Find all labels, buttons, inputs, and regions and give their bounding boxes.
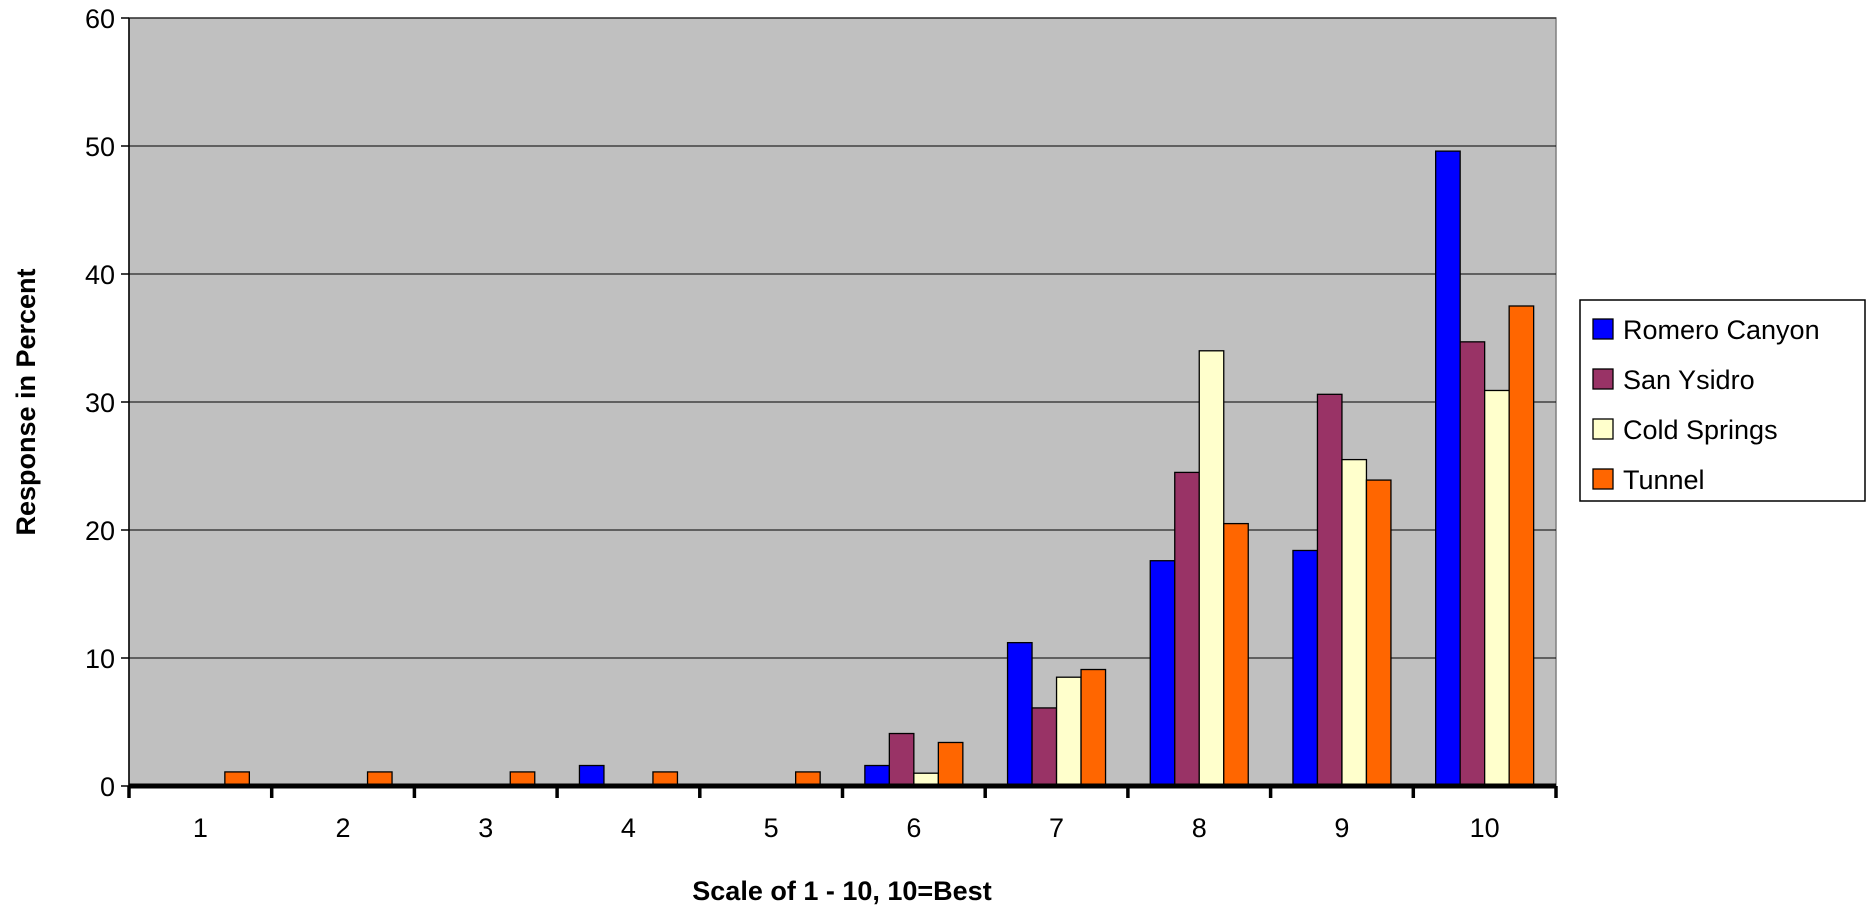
bar-tunnel <box>1508 305 1535 787</box>
x-tick-label: 5 <box>764 813 779 843</box>
bar-romero-canyon <box>1006 641 1033 787</box>
bar-san-ysidro <box>888 732 915 787</box>
legend-swatch <box>1592 368 1614 390</box>
bar-romero-canyon <box>1149 560 1176 787</box>
x-tick-label: 6 <box>906 813 921 843</box>
bar-romero-canyon <box>864 764 890 787</box>
bar-san-ysidro <box>1031 707 1058 787</box>
bar-cold-springs <box>1055 676 1082 787</box>
legend-swatch <box>1592 318 1614 340</box>
bar-san-ysidro <box>1174 471 1200 787</box>
x-tick-label: 9 <box>1334 813 1349 843</box>
x-tick-label: 2 <box>336 813 351 843</box>
bar-cold-springs <box>1484 389 1510 787</box>
bar-tunnel <box>937 741 964 787</box>
x-axis-title: Scale of 1 - 10, 10=Best <box>692 876 991 906</box>
legend-swatch <box>1592 418 1614 440</box>
y-tick-label: 20 <box>85 516 115 546</box>
bar-tunnel <box>1365 479 1392 787</box>
legend-label: San Ysidro <box>1623 365 1755 395</box>
bar-cold-springs <box>1341 458 1368 787</box>
legend-label: Cold Springs <box>1623 415 1778 445</box>
bar-san-ysidro <box>1459 341 1486 787</box>
legend: Romero Canyon San Ysidro Cold Springs Tunne… <box>1579 299 1866 502</box>
y-axis-title: Response in Percent <box>11 268 41 535</box>
bar-romero-canyon <box>578 764 605 787</box>
legend-box <box>1579 299 1866 502</box>
y-tick-label: 10 <box>85 644 115 674</box>
x-tick-label: 4 <box>621 813 636 843</box>
legend-swatch <box>1592 468 1614 490</box>
x-tick-label: 8 <box>1192 813 1207 843</box>
y-tick-label: 60 <box>85 4 115 34</box>
x-tick-label: 10 <box>1470 813 1500 843</box>
bar-cold-springs <box>1198 350 1225 787</box>
x-tick-labels: 1 2 3 4 5 6 7 8 9 10 <box>193 813 1500 843</box>
x-tick-label: 1 <box>193 813 208 843</box>
bar-san-ysidro <box>1316 393 1343 787</box>
x-tick-label: 3 <box>478 813 493 843</box>
y-tick-label: 50 <box>85 132 115 162</box>
bar-tunnel <box>1080 668 1107 787</box>
bar-tunnel <box>1223 522 1249 787</box>
bar-romero-canyon <box>1435 150 1461 787</box>
y-tick-label: 30 <box>85 388 115 418</box>
bars <box>224 150 1535 787</box>
bar-romero-canyon <box>1292 549 1319 787</box>
legend-label: Tunnel <box>1623 465 1705 495</box>
y-tick-labels: 0 10 20 30 40 50 60 <box>85 4 115 802</box>
y-tick-label: 0 <box>100 772 115 802</box>
axes <box>121 17 1558 798</box>
legend-label: Romero Canyon <box>1623 315 1820 345</box>
y-tick-label: 40 <box>85 260 115 290</box>
x-tick-label: 7 <box>1049 813 1064 843</box>
